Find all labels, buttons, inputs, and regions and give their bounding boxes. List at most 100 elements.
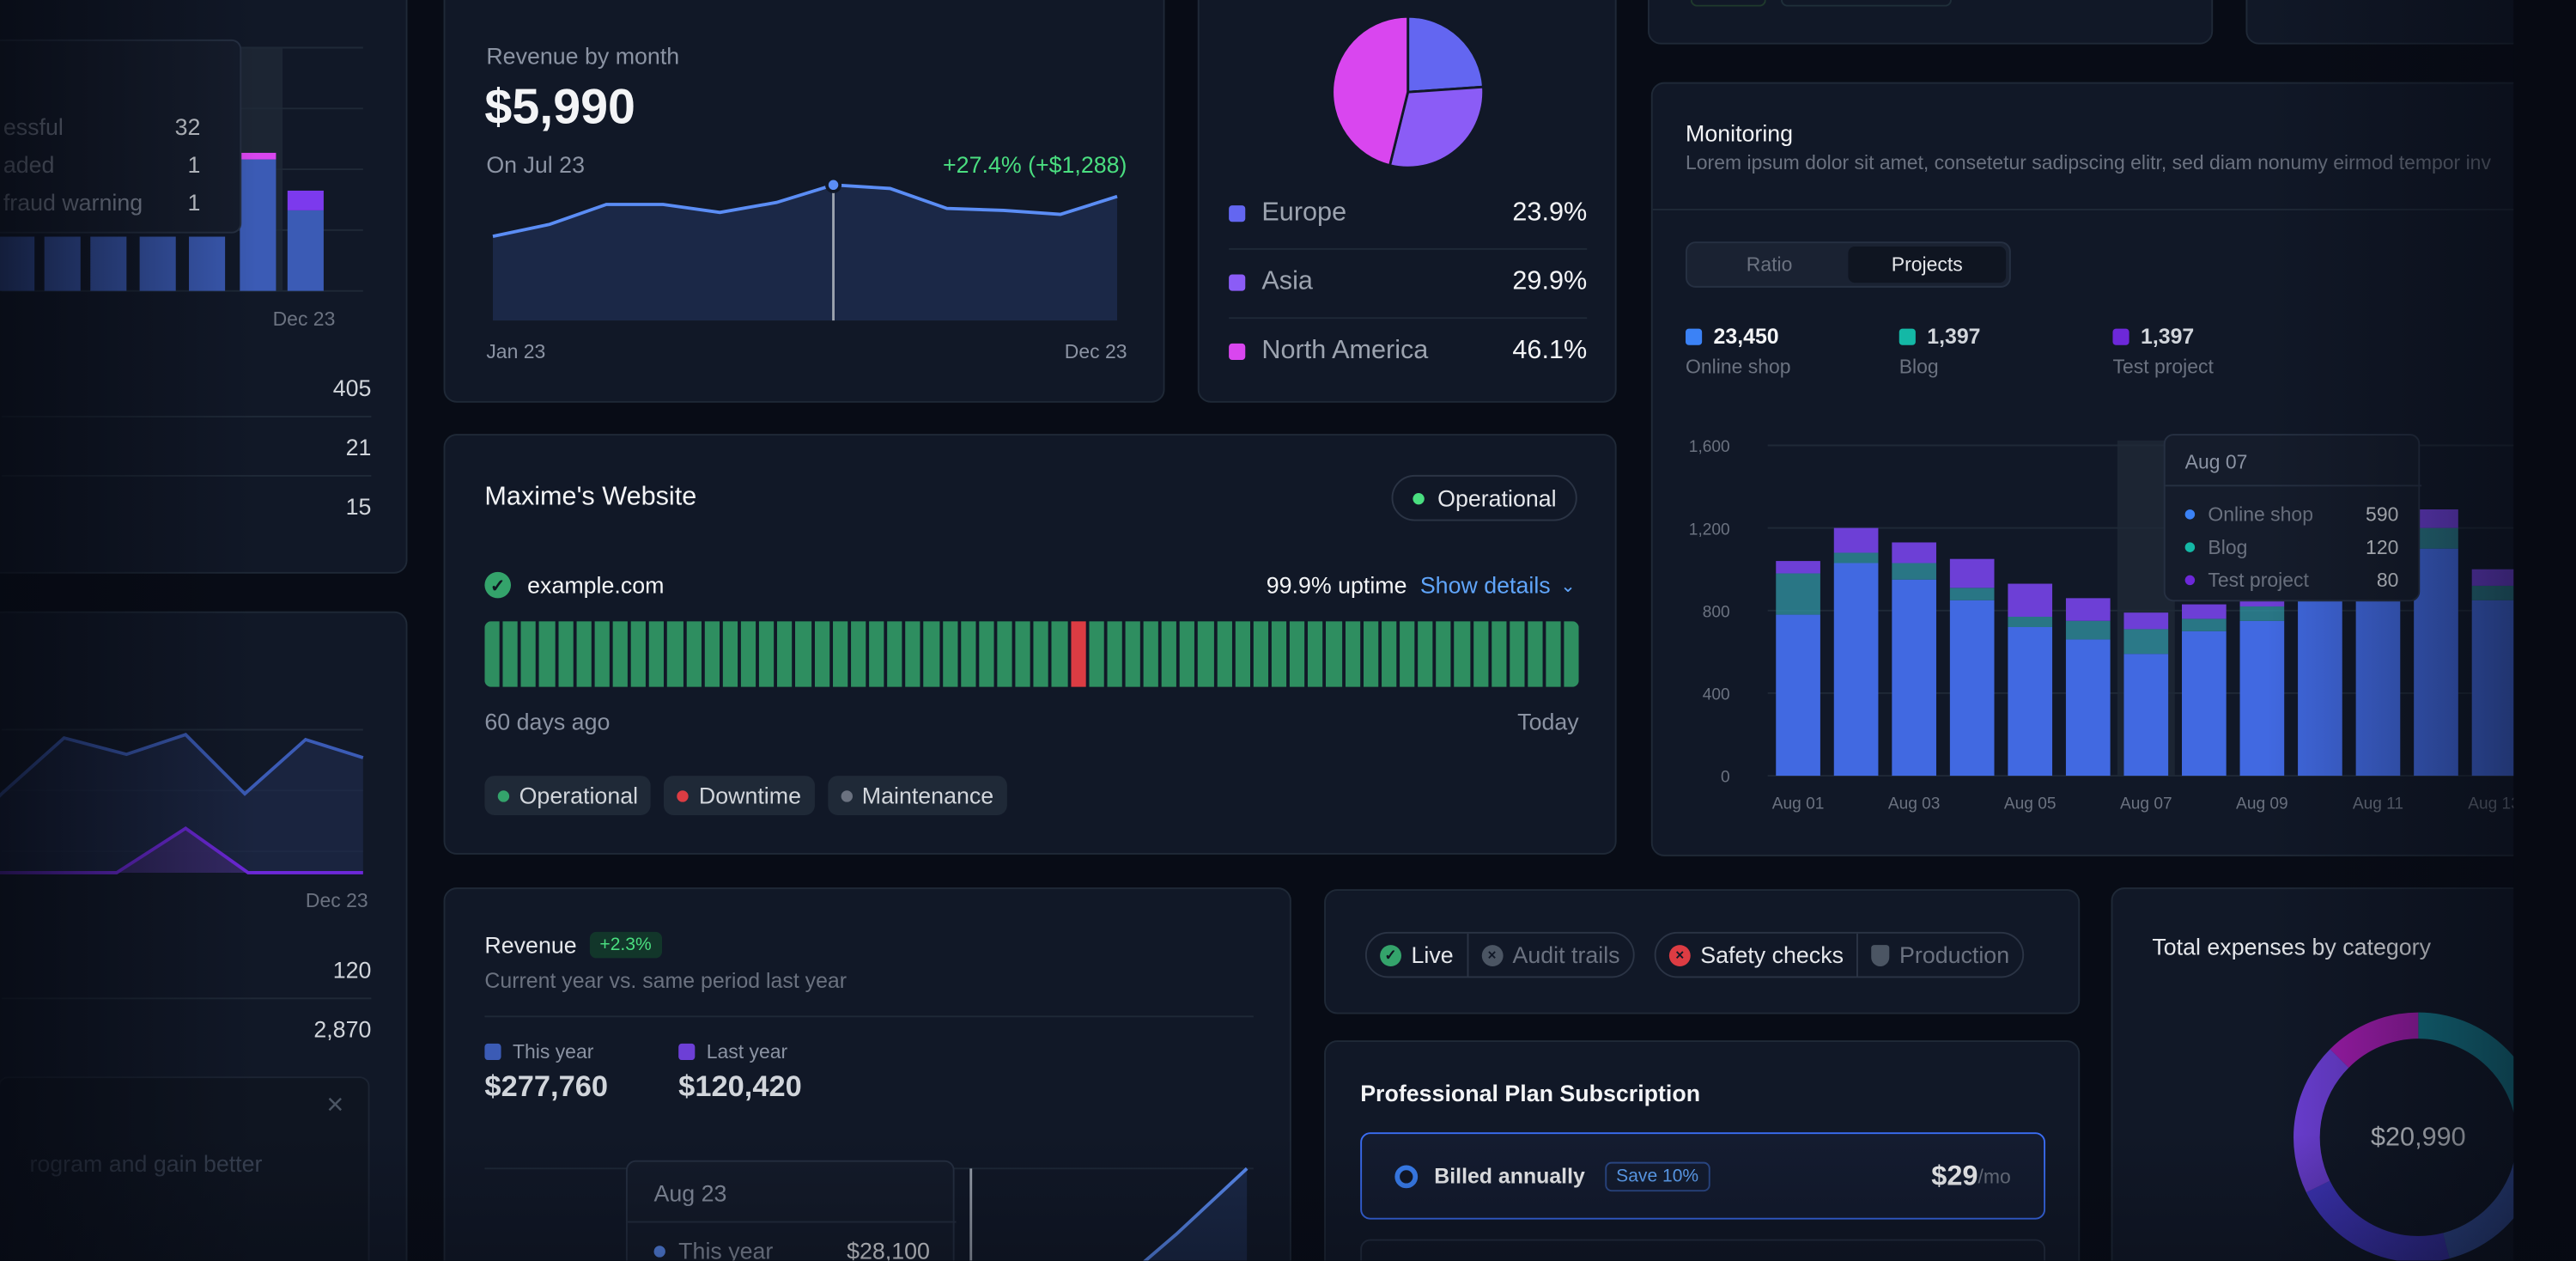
tracker-bar[interactable] [887,621,902,687]
tracker-bar[interactable] [722,621,738,687]
bar-segment[interactable] [1949,588,1995,600]
tracker-bar[interactable] [869,621,884,687]
billing-option-monthly[interactable] [1360,1239,2046,1261]
tracker-bar[interactable] [759,621,775,687]
tracker-bar[interactable] [740,621,756,687]
tracker-bar[interactable] [1455,621,1470,687]
tracker-bar[interactable] [1510,621,1525,687]
bar-segment[interactable] [2123,612,2169,630]
tracker-bar[interactable] [1107,621,1122,687]
bar-segment[interactable] [2182,618,2227,631]
tracker-bar[interactable] [612,621,629,687]
tracker-bar[interactable] [1180,621,1195,687]
bar-segment[interactable] [2239,620,2285,777]
bar-segment[interactable] [1833,552,1879,563]
tracker-bar[interactable] [1217,621,1232,687]
bar-segment[interactable] [1833,563,1879,777]
bar-segment[interactable] [2239,606,2285,621]
bar-segment[interactable] [1892,579,1936,777]
tracker-bar[interactable] [1052,621,1067,687]
bar-segment[interactable] [2414,548,2458,777]
tracker-bar[interactable] [1162,621,1177,687]
tracker-bar[interactable] [1088,621,1104,687]
billing-option-annual[interactable]: Billed annually Save 10% $29 /mo [1360,1132,2046,1220]
bar-segment[interactable] [1949,600,1995,777]
tracker-bar[interactable] [960,621,976,687]
tracker-bar[interactable] [1564,621,1579,687]
tracker-bar[interactable] [667,621,683,687]
tracker-bar[interactable] [1345,621,1360,687]
bar-segment[interactable] [2123,654,2169,777]
bar-segment[interactable] [2123,629,2169,655]
bar-segment[interactable] [2065,639,2111,777]
tracker-bar[interactable] [850,621,866,687]
tracker-bar[interactable] [1143,621,1159,687]
tracker-bar[interactable] [1436,621,1452,687]
tracker-bar[interactable] [1326,621,1342,687]
tracker-bar[interactable] [539,621,555,687]
bar-segment[interactable] [2182,630,2227,777]
bar-segment[interactable] [1949,558,1995,588]
tracker-bar-downtime[interactable] [1070,621,1085,687]
bar-segment[interactable] [1833,527,1879,553]
bar-segment[interactable] [1776,614,1820,777]
bar-segment[interactable] [1892,563,1936,580]
tracker-bar[interactable] [777,621,793,687]
tracker-bar[interactable] [630,621,647,687]
bar-segment[interactable] [2008,627,2053,777]
bar-segment[interactable] [2065,620,2111,640]
tracker-bar[interactable] [1015,621,1031,687]
tracker-bar[interactable] [997,621,1012,687]
bar-segment[interactable] [1892,542,1936,563]
bar-segment[interactable] [2414,527,2458,549]
tracker-bar[interactable] [942,621,957,687]
tracker-bar[interactable] [484,621,500,687]
bar-segment[interactable] [2008,583,2053,617]
bar-segment[interactable] [2471,569,2517,586]
tracker-bar[interactable] [905,621,921,687]
bar-segment[interactable] [2182,604,2227,619]
bar-segment[interactable] [2065,598,2111,621]
tracker-bar[interactable] [704,621,720,687]
tracker-bar[interactable] [1125,621,1140,687]
check-audit-trails[interactable]: × Audit trails [1468,934,1633,977]
tracker-bar[interactable] [685,621,702,687]
tracker-bar[interactable] [1491,621,1507,687]
bar-segment[interactable] [2414,509,2458,528]
bar-segment[interactable] [2298,589,2342,777]
tracker-bar[interactable] [814,621,829,687]
tracker-bar[interactable] [1418,621,1433,687]
tracker-bar[interactable] [923,621,939,687]
tracker-bar[interactable] [1253,621,1269,687]
tracker-bar[interactable] [649,621,665,687]
bar-segment[interactable] [2471,585,2517,600]
tracker-bar[interactable] [594,621,610,687]
tracker-bar[interactable] [1473,621,1488,687]
bar-segment[interactable] [2008,616,2053,628]
check-live[interactable]: ✓ Live [1367,933,1468,977]
tracker-bar[interactable] [832,621,848,687]
tracker-bar[interactable] [1546,621,1562,687]
tracker-bar[interactable] [1528,621,1543,687]
tracker-bar[interactable] [502,621,519,687]
bar-segment[interactable] [1776,573,1820,615]
check-production[interactable]: Production [1858,934,2022,977]
tracker-bar[interactable] [1290,621,1305,687]
tracker-bar[interactable] [1363,621,1379,687]
tracker-bar[interactable] [1235,621,1250,687]
tracker-bar[interactable] [1400,621,1415,687]
tab-projects[interactable]: Projects [1848,246,2007,283]
tracker-bar[interactable] [575,621,592,687]
tracker-bar[interactable] [1198,621,1214,687]
check-safety[interactable]: × Safety checks [1656,933,1859,977]
tab-ratio[interactable]: Ratio [1746,253,1793,277]
bar-segment[interactable] [2471,600,2517,777]
tracker-bar[interactable] [795,621,811,687]
tracker-bar[interactable] [1308,621,1324,687]
show-details-link[interactable]: Show details ⌄ [1420,572,1576,599]
tracker-bar[interactable] [521,621,537,687]
tracker-bar[interactable] [1381,621,1397,687]
tracker-bar[interactable] [1033,621,1049,687]
tracker-bar[interactable] [1271,621,1287,687]
close-icon[interactable]: × [326,1087,344,1121]
